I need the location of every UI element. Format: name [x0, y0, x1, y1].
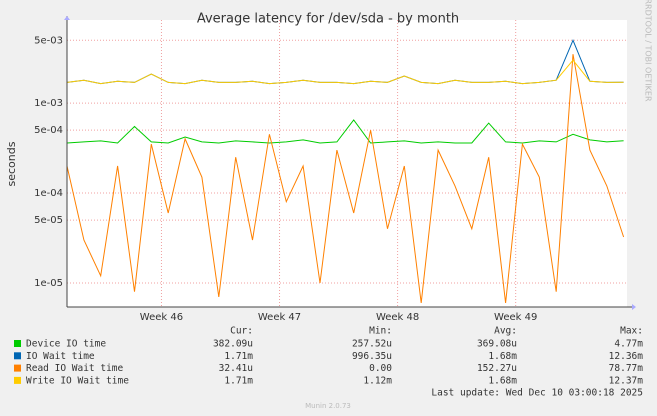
- series-line: [67, 54, 625, 303]
- y-tick-label: 1e-04: [34, 188, 63, 199]
- x-tick-label: Week 46: [140, 312, 183, 323]
- footer: Munin 2.0.73: [305, 402, 351, 410]
- legend-stat: 996.35u: [352, 351, 392, 362]
- legend-stat: 0.00: [369, 363, 392, 374]
- stats-header: Min:: [369, 326, 392, 337]
- series-lines: [67, 38, 625, 303]
- x-tick-label: Week 48: [376, 312, 419, 323]
- grid: [67, 20, 627, 307]
- legend-label: Read IO Wait time: [26, 363, 124, 374]
- legend-label: IO Wait time: [26, 351, 95, 362]
- y-tick-label: 5e-04: [34, 125, 63, 136]
- x-arrow: [632, 304, 636, 310]
- legend-stat: 1.71m: [224, 351, 253, 362]
- y-arrow: [64, 16, 70, 20]
- legend-swatch: [14, 340, 21, 347]
- last-update: Last update: Wed Dec 10 03:00:18 2025: [431, 388, 643, 399]
- legend-stat: 257.52u: [352, 339, 392, 350]
- y-tick-label: 1e-05: [34, 278, 63, 289]
- stats-header: Avg:: [494, 326, 517, 337]
- legend-swatch: [14, 376, 21, 384]
- stats-header: Max:: [620, 326, 643, 337]
- plot-area: [67, 20, 627, 307]
- legend-stat: 78.77m: [609, 363, 644, 374]
- legend-stat: 369.08u: [477, 339, 517, 350]
- legend-stat: 1.71m: [224, 375, 253, 386]
- legend-label: Write IO Wait time: [26, 375, 129, 386]
- chart-title: Average latency for /dev/sda - by month: [197, 12, 459, 27]
- series-line: [67, 59, 624, 85]
- legend-stat: 382.09u: [213, 339, 253, 350]
- legend-stat: 32.41u: [219, 363, 253, 374]
- y-axis-label: seconds: [5, 141, 18, 186]
- x-tick-label: Week 49: [494, 312, 537, 323]
- legend-label: Device IO time: [26, 339, 106, 350]
- y-tick-label: 5e-03: [34, 35, 63, 46]
- stats-header: Cur:: [230, 326, 253, 337]
- legend-stat: 1.12m: [363, 375, 392, 386]
- y-tick-label: 5e-05: [34, 215, 63, 226]
- legend-swatch: [14, 352, 21, 360]
- x-tick-label: Week 47: [258, 312, 301, 323]
- legend-stat: 4.77m: [614, 339, 643, 350]
- legend-stat: 12.36m: [609, 351, 644, 362]
- legend-stat: 152.27u: [477, 363, 517, 374]
- side-text: RRDTOOL / TOBI OETIKER: [644, 0, 653, 102]
- legend-stat: 1.68m: [488, 375, 517, 386]
- legend-stat: 12.37m: [609, 375, 644, 386]
- legend-stat: 1.68m: [488, 351, 517, 362]
- y-tick-label: 1e-03: [34, 98, 63, 109]
- legend-swatch: [14, 364, 21, 372]
- series-line: [67, 119, 624, 144]
